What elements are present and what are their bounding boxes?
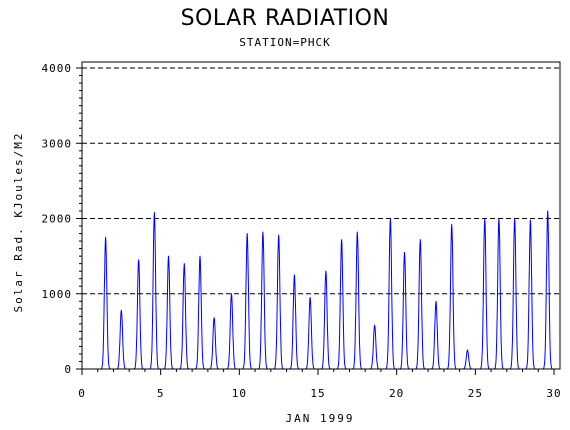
- x-tick-label: 0: [78, 387, 86, 400]
- data-point-day-12.5: [278, 234, 280, 236]
- x-axis-ticks: 0 5 10 15 20 25 30: [78, 369, 561, 400]
- x-tick-label: 20: [389, 387, 404, 400]
- data-point-day-1.5: [105, 236, 107, 238]
- data-point-day-19.6: [389, 218, 391, 220]
- data-point-day-7.5: [199, 255, 201, 257]
- data-point-day-16.5: [341, 239, 343, 241]
- data-point-day-8.4: [213, 317, 215, 319]
- x-tick-label: 30: [546, 387, 561, 400]
- data-point-day-21.5: [419, 239, 421, 241]
- y-tick-label: 1000: [42, 288, 73, 301]
- data-point-day-3.6: [138, 259, 140, 261]
- data-points: [105, 210, 549, 351]
- data-point-day-5.5: [168, 255, 170, 257]
- data-point-day-4.6: [153, 211, 155, 213]
- y-tick-label: 2000: [42, 213, 73, 226]
- data-point-day-11.5: [262, 231, 264, 233]
- data-point-day-20.5: [404, 251, 406, 253]
- data-point-day-24.5: [466, 349, 468, 351]
- x-tick-label: 15: [310, 387, 325, 400]
- y-axis-ticks: 0 1000 2000 3000 4000: [42, 62, 82, 376]
- x-tick-label: 10: [232, 387, 247, 400]
- chart-subtitle: STATION=PHCK: [239, 36, 331, 49]
- data-point-day-23.5: [451, 224, 453, 226]
- data-point-day-14.5: [309, 297, 311, 299]
- data-point-day-28.5: [529, 219, 531, 221]
- y-tick-label: 0: [64, 363, 72, 376]
- data-point-day-25.6: [484, 218, 486, 220]
- data-point-day-9.5: [230, 293, 232, 295]
- data-point-day-29.6: [547, 210, 549, 212]
- chart-title: SOLAR RADIATION: [180, 6, 390, 31]
- x-axis-label: JAN 1999: [286, 412, 355, 425]
- data-point-day-2.5: [120, 309, 122, 311]
- y-axis-label: Solar Rad. KJoules/M2: [12, 131, 25, 312]
- data-point-day-26.5: [498, 218, 500, 220]
- x-tick-label: 25: [468, 387, 483, 400]
- data-point-day-6.5: [183, 263, 185, 265]
- data-point-day-13.5: [293, 274, 295, 276]
- data-point-day-17.5: [356, 231, 358, 233]
- data-point-day-10.5: [246, 233, 248, 235]
- series-line: [91, 210, 554, 370]
- plot-frame: [81, 61, 561, 370]
- data-point-day-15.5: [325, 270, 327, 272]
- data-point-day-27.5: [514, 218, 516, 220]
- y-tick-label: 3000: [42, 137, 73, 150]
- x-tick-label: 5: [157, 387, 165, 400]
- y-tick-label: 4000: [42, 62, 73, 75]
- data-point-day-18.6: [374, 324, 376, 326]
- data-point-day-22.5: [435, 300, 437, 302]
